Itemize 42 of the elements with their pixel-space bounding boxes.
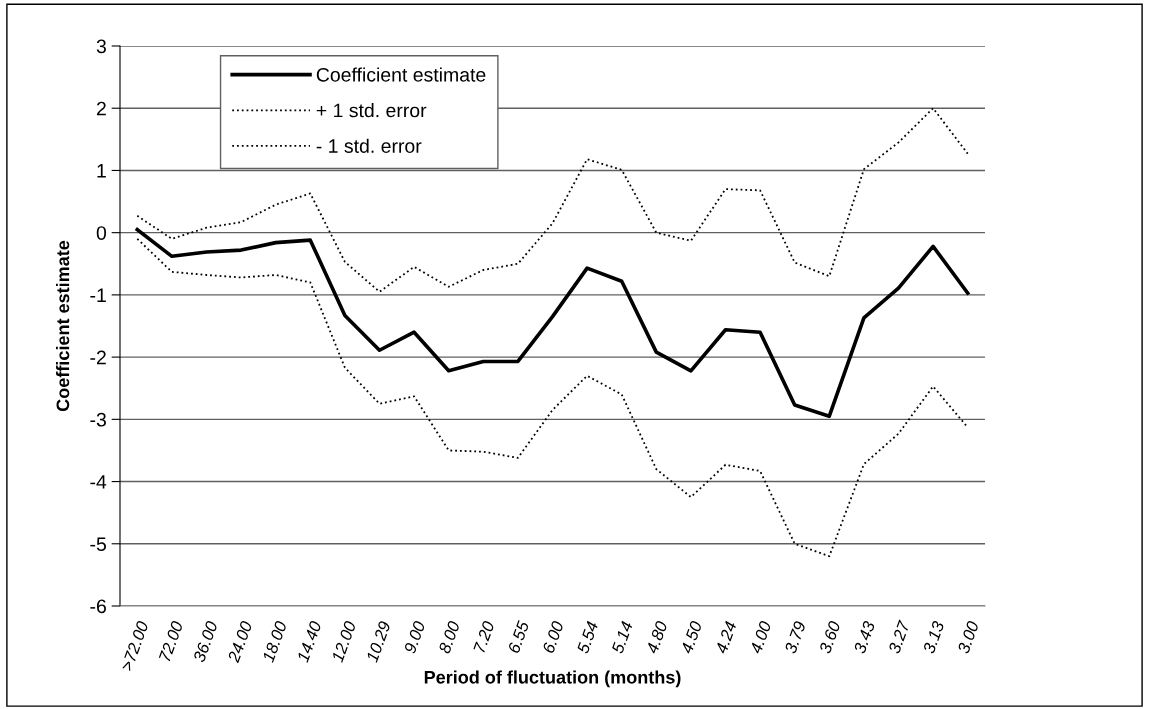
legend-label: - 1 std. error: [316, 138, 422, 153]
x-tick-label: 6.55: [507, 620, 530, 654]
x-tick-label: 12.00: [331, 620, 357, 663]
y-tick-label: 0: [96, 226, 107, 240]
x-tick-label: 3.27: [887, 619, 911, 655]
x-tick-label: 7.20: [473, 620, 495, 653]
y-tick-label: -2: [90, 350, 106, 365]
y-tick-label: -6: [90, 599, 106, 614]
x-tick-label: 5.54: [576, 620, 599, 655]
x-tick-label: 3.79: [784, 620, 807, 655]
y-tick-label: -1: [90, 288, 106, 302]
y-tick-label: -3: [90, 412, 106, 427]
x-tick-label: 4.80: [645, 620, 668, 655]
x-tick-label: 72.00: [158, 620, 184, 662]
x-tick-label: 8.00: [438, 620, 461, 655]
x-tick-label: 3.43: [853, 620, 876, 655]
x-tick-label: 14.40: [296, 620, 322, 663]
x-tick-label: 4.24: [714, 620, 737, 655]
y-tick-label: 1: [97, 164, 106, 178]
x-tick-label: 24.00: [227, 620, 253, 664]
x-tick-label: 3.13: [922, 620, 945, 655]
x-tick-label: 3.60: [818, 620, 841, 655]
x-tick-label: 4.00: [749, 620, 772, 655]
x-tick-label: 4.50: [680, 620, 703, 655]
x-tick-label: 6.00: [542, 620, 564, 654]
y-tick-label: -4: [90, 475, 107, 489]
legend-label: Coefficient estimate: [316, 67, 486, 82]
y-axis-title: Coefficient estimate: [56, 240, 70, 412]
y-tick-label: 3: [96, 39, 106, 54]
line-series: [135, 227, 970, 419]
x-tick-label: 3.00: [957, 620, 980, 655]
line-series: [136, 237, 969, 558]
legend-label: + 1 std. error: [316, 103, 427, 118]
y-tick-label: 2: [96, 101, 106, 116]
x-axis-title: Period of fluctuation (months): [424, 670, 681, 688]
x-tick-label: 18.00: [262, 620, 288, 663]
x-tick-label: >72.00: [120, 620, 149, 672]
x-tick-label: 9.00: [403, 620, 426, 655]
x-tick-label: 5.14: [611, 620, 633, 655]
x-tick-label: 10.29: [365, 620, 391, 663]
y-tick-label: -5: [90, 537, 106, 552]
x-tick-label: 36.00: [192, 620, 218, 663]
